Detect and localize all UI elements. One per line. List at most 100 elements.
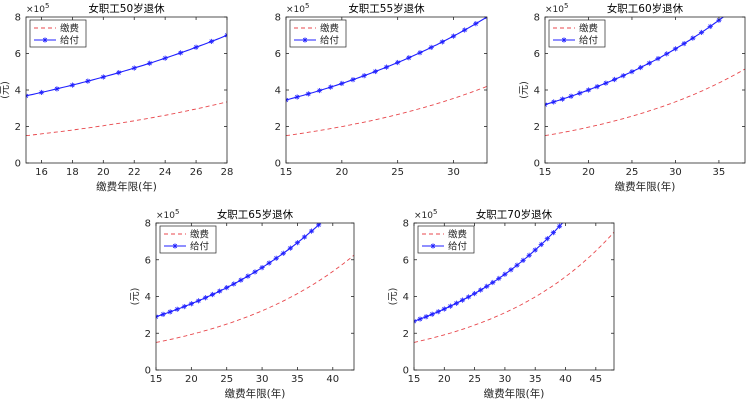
y-tick-label: 6 [145, 255, 151, 266]
x-tick-label: 30 [256, 374, 269, 385]
data-point [462, 27, 468, 33]
data-point [217, 288, 223, 294]
data-point [484, 283, 490, 289]
y-exponent-label: ×105 [26, 2, 49, 15]
data-point [716, 17, 722, 23]
y-tick-label: 0 [534, 159, 540, 170]
y-tick-label: 4 [534, 86, 540, 97]
data-point [54, 86, 60, 92]
y-axis-label: (元) [130, 288, 141, 306]
series-line [26, 101, 227, 137]
data-point [620, 73, 626, 79]
series-benefit [286, 17, 487, 103]
data-point [38, 89, 45, 96]
data-point [638, 64, 644, 71]
data-point [294, 94, 300, 100]
legend-entry: 给付 [60, 35, 80, 47]
data-point [556, 223, 563, 229]
data-point [473, 21, 479, 27]
data-point [629, 69, 635, 75]
legend-entry: 缴费 [579, 23, 598, 35]
x-tick-label: 20 [97, 167, 110, 178]
x-tick-label: 18 [66, 167, 79, 178]
legend-entry: 给付 [448, 241, 468, 253]
x-tick-label: 35 [713, 167, 726, 178]
y-tick-label: 2 [145, 329, 151, 340]
series-benefit [545, 17, 724, 108]
data-point [181, 303, 187, 310]
x-tick-label: 35 [291, 374, 304, 385]
y-tick-label: 0 [403, 366, 409, 377]
series-benefit [26, 32, 227, 99]
data-point [316, 87, 323, 94]
data-point [188, 301, 194, 307]
y-tick-label: 0 [15, 159, 21, 170]
data-point [502, 271, 508, 277]
x-tick-label: 15 [150, 374, 163, 385]
x-tick-label: 22 [128, 167, 141, 178]
data-point [131, 65, 137, 71]
data-point [568, 93, 574, 99]
data-point [698, 29, 705, 36]
data-point [308, 228, 315, 234]
x-tick-label: 45 [589, 374, 602, 385]
x-tick-label: 20 [438, 374, 451, 385]
legend-entry: 缴费 [60, 23, 79, 35]
data-point [26, 93, 29, 99]
data-point [544, 236, 550, 242]
data-point [193, 44, 199, 50]
x-tick-label: 16 [35, 167, 48, 178]
data-point [611, 76, 618, 83]
y-tick-label: 4 [15, 86, 21, 97]
x-axis-label: 缴费年限(年) [225, 387, 286, 400]
data-point [585, 87, 592, 93]
x-tick-label: 25 [391, 167, 404, 178]
series-benefit [156, 223, 322, 320]
x-axis-label: 缴费年限(年) [96, 180, 157, 193]
data-point [428, 44, 434, 51]
data-point [646, 60, 652, 66]
series-line [26, 34, 227, 97]
data-point [372, 68, 378, 75]
data-point [273, 255, 279, 261]
data-point [423, 314, 429, 320]
data-point [395, 59, 401, 66]
data-point [545, 102, 548, 108]
data-point [414, 318, 417, 324]
legend-entry: 给付 [320, 35, 340, 47]
x-tick-label: 15 [539, 167, 552, 178]
data-point [655, 55, 661, 62]
data-point [69, 82, 75, 88]
legend-entry: 缴费 [320, 23, 339, 35]
x-tick-label: 30 [499, 374, 512, 385]
y-tick-label: 8 [145, 219, 151, 230]
data-point [520, 257, 526, 263]
x-tick-label: 20 [335, 167, 348, 178]
y-tick-label: 6 [534, 49, 540, 60]
y-tick-label: 2 [15, 122, 21, 133]
x-axis-label: 缴费年限(年) [484, 387, 545, 400]
data-point [417, 50, 423, 56]
data-point [603, 80, 609, 86]
data-point [160, 311, 166, 317]
x-tick-label: 25 [626, 167, 639, 178]
y-tick-label: 2 [275, 122, 281, 133]
data-point [231, 281, 237, 287]
data-point [514, 262, 520, 268]
y-tick-label: 4 [403, 292, 409, 303]
x-tick-label: 15 [408, 374, 421, 385]
data-point [259, 264, 265, 271]
y-tick-label: 0 [145, 366, 151, 377]
series-line [286, 85, 487, 137]
data-point [266, 260, 272, 266]
data-point [664, 51, 670, 57]
data-point [224, 285, 230, 291]
y-tick-label: 6 [15, 49, 21, 60]
data-point [202, 295, 209, 301]
legend-entry: 给付 [190, 241, 210, 253]
series-line [156, 254, 354, 343]
data-point [496, 275, 502, 282]
